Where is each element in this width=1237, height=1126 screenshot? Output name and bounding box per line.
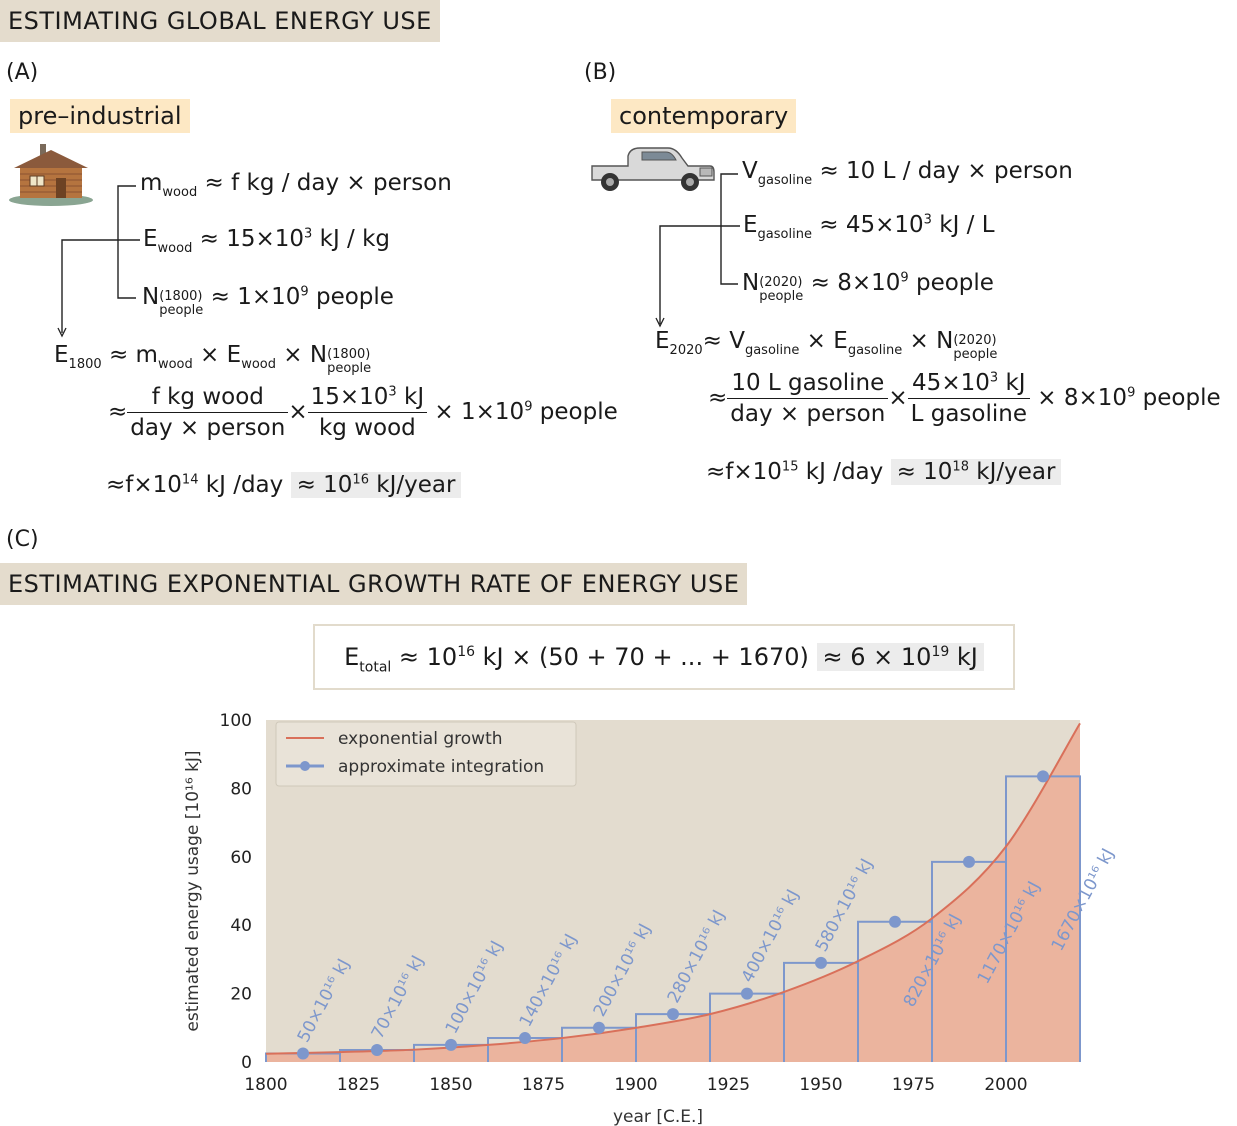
title-banner: ESTIMATING GLOBAL ENERGY USE [0, 0, 440, 42]
total-energy-formula-box: Etotal ≈ 1016 kJ × (50 + 70 + ... + 1670… [313, 624, 1015, 690]
x-tick-label: 1975 [892, 1075, 935, 1095]
legend-label-integration: approximate integration [338, 757, 544, 777]
e-1800-result-highlight: ≈ 1016 kJ/year [290, 472, 462, 498]
panel-a-connectors [57, 185, 140, 338]
panel-a-label: (A) [6, 60, 39, 85]
total-energy-highlight: ≈ 6 × 1019 kJ [816, 643, 984, 671]
legend-marker-integration [300, 761, 310, 771]
integration-point [667, 1008, 679, 1021]
chart-legend: exponential growth approximate integrati… [275, 721, 577, 787]
integration-point [815, 956, 827, 969]
n-people-2020-equation: N (2020) people ≈ 8×109 people [742, 270, 994, 304]
x-tick-label: 1950 [799, 1075, 842, 1095]
log-cabin-icon [9, 144, 93, 206]
n-people-1800-equation: N (1800) people ≈ 1×109 people [142, 284, 394, 318]
y-tick-label: 80 [230, 779, 252, 799]
y-tick-label: 0 [241, 1053, 252, 1073]
y-tick-label: 60 [230, 848, 252, 868]
exponential-growth-curve [265, 722, 1081, 1055]
total-energy-formula: Etotal ≈ 1016 kJ × (50 + 70 + ... + 1670… [344, 643, 984, 674]
growth-rate-banner: ESTIMATING EXPONENTIAL GROWTH RATE OF EN… [0, 563, 748, 605]
integration-point [963, 855, 975, 868]
x-tick-label: 1900 [614, 1075, 657, 1095]
pickup-truck-icon [591, 147, 715, 191]
x-tick-label: 1925 [707, 1075, 750, 1095]
y-tick-label: 20 [230, 985, 252, 1005]
x-tick-label: 2000 [984, 1075, 1027, 1095]
integration-point [1037, 770, 1049, 783]
energy-growth-chart: 50×10¹⁶ kJ 70×10¹⁶ kJ 100×10¹⁶ kJ 140×10¹⁶ … [183, 711, 1118, 1126]
e-1800-fraction-expansion: ≈ f kg wood day × person × 15×103 kJ kg wood … [108, 384, 618, 441]
e-2020-result-highlight: ≈ 1018 kJ/year [890, 459, 1062, 485]
preindustrial-tag: pre–industrial [10, 99, 190, 133]
e-1800-result: ≈f×1014 kJ /day ≈ 1016 kJ/year [106, 472, 462, 498]
e-2020-fraction-expansion: ≈10 L gasoline day × person × 45×103 kJ L ga… [708, 370, 1221, 427]
e-1800-product: E1800 ≈ mwood × Ewood × N (1800) people [54, 342, 372, 376]
e-2020-product: E2020≈ Vgasoline × Egasoline × N (2020) pe… [655, 328, 998, 362]
integration-point [371, 1044, 383, 1057]
x-tick-label: 1875 [522, 1075, 565, 1095]
integration-point [297, 1047, 309, 1060]
e-2020-result: ≈f×1015 kJ /day ≈ 1018 kJ/year [706, 459, 1062, 485]
integration-point [741, 987, 753, 1000]
x-tick-label: 1825 [337, 1075, 380, 1095]
integration-point [445, 1038, 457, 1051]
e-gasoline-equation: Egasoline ≈ 45×103 kJ / L [743, 212, 995, 242]
m-wood-equation: mwood ≈ f kg / day × person [140, 170, 452, 200]
x-tick-label: 1800 [244, 1075, 287, 1095]
y-tick-label: 100 [220, 711, 252, 731]
integration-point [519, 1032, 531, 1045]
y-axis-label: estimated energy usage [10¹⁶ kJ] [183, 750, 203, 1031]
v-gasoline-equation: Vgasoline ≈ 10 L / day × person [742, 158, 1073, 188]
e-wood-equation: Ewood ≈ 15×103 kJ / kg [143, 226, 391, 256]
legend-label-exponential: exponential growth [338, 729, 503, 749]
integration-point [593, 1021, 605, 1034]
panel-b-connectors [655, 173, 740, 328]
panel-c-label: (C) [6, 527, 39, 552]
integration-point [889, 915, 901, 928]
exponential-fill-area [266, 723, 1080, 1062]
y-tick-label: 40 [230, 916, 252, 936]
panel-b-label: (B) [584, 60, 617, 85]
x-tick-label: 1850 [429, 1075, 472, 1095]
contemporary-tag: contemporary [611, 99, 797, 133]
x-axis-label: year [C.E.] [613, 1107, 703, 1126]
